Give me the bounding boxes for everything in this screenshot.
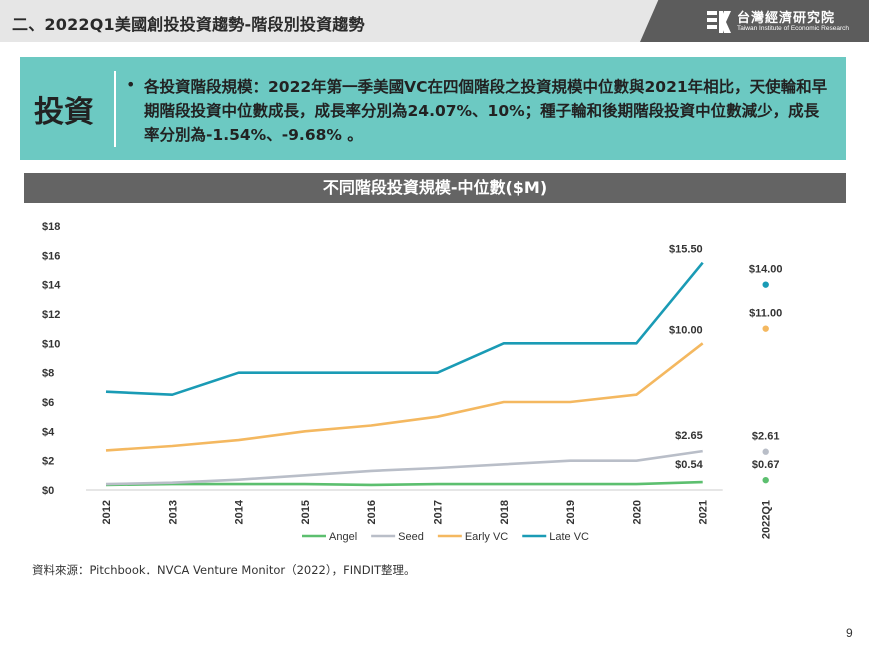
y-tick-label: $2: [42, 456, 54, 468]
data-label-2021: $10.00: [669, 324, 703, 336]
x-tick-label: 2019: [565, 500, 577, 524]
y-tick-label: $16: [42, 250, 60, 262]
x-tick-label-q1: 2022Q1: [761, 500, 773, 539]
data-label-q1: $14.00: [749, 264, 783, 276]
series-line-seed: [105, 449, 703, 486]
y-tick-label: $8: [42, 368, 54, 380]
bullet-icon: •: [126, 75, 136, 94]
callout-tag: 投資: [34, 95, 94, 130]
logo-name-en: Taiwan Institute of Economic Research: [737, 25, 849, 32]
x-tick-label: 2020: [631, 500, 643, 524]
series-line-angel: [105, 480, 703, 487]
chart-title: 不同階段投資規模-中位數($M): [322, 178, 548, 197]
data-label-q1: $0.67: [752, 459, 780, 471]
top-bar: 二、2022Q1美國創投投資趨勢-階段別投資趨勢 台灣經濟研究院 Taiwan …: [0, 0, 869, 42]
x-tick-label: 2017: [433, 500, 445, 524]
logo-band: [640, 0, 869, 42]
q1-point: [762, 448, 769, 455]
q1-point: [762, 325, 769, 332]
y-tick-label: $6: [42, 397, 54, 409]
y-tick-label: $14: [42, 280, 61, 292]
x-tick-label: 2012: [101, 500, 113, 524]
legend-label: Angel: [329, 531, 357, 543]
tier-logo: 台灣經濟研究院 Taiwan Institute of Economic Res…: [706, 7, 856, 37]
series-line-early-vc: [105, 342, 704, 452]
callout-divider: [114, 71, 116, 147]
summary-callout: 投資 • 各投資階段規模：2022年第一季美國VC在四個階段之投資規模中位數與2…: [20, 57, 846, 160]
logo-name-cn: 台灣經濟研究院: [737, 11, 836, 26]
y-tick-label: $4: [42, 426, 55, 438]
source-note: 資料來源：Pitchbook．NVCA Venture Monitor（2022…: [32, 563, 416, 577]
data-label-q1: $2.61: [752, 431, 780, 443]
legend-label: Seed: [398, 531, 424, 543]
x-tick-label: 2013: [167, 500, 179, 524]
data-label-2021: $15.50: [669, 244, 703, 256]
logo-mark-icon: [707, 11, 731, 33]
y-tick-label: $10: [42, 338, 60, 350]
legend-label: Early VC: [465, 531, 508, 543]
title-band: [0, 0, 700, 42]
q1-point: [762, 281, 769, 288]
q1-point: [762, 476, 769, 484]
y-tick-label: $12: [42, 309, 60, 321]
legend-label: Late VC: [549, 531, 589, 543]
x-tick-label: 2016: [366, 500, 378, 524]
data-label-2021: $2.65: [675, 430, 703, 442]
x-tick-label: 2014: [234, 499, 246, 524]
data-label-q1: $11.00: [749, 308, 782, 320]
data-label-2021: $0.54: [675, 459, 703, 471]
y-tick-label: $18: [42, 221, 60, 233]
page-number: 9: [846, 626, 853, 640]
callout-text: 各投資階段規模：2022年第一季美國VC在四個階段之投資規模中位數與2021年相…: [144, 78, 828, 144]
chart-header: 不同階段投資規模-中位數($M): [24, 173, 846, 203]
line-chart: $0 $2 $4 $6 $8 $10 $12 $14 $16 $18 2012 2013 2014 201…: [42, 221, 783, 543]
x-tick-label: 2018: [499, 500, 511, 524]
y-tick-label: $0: [42, 485, 54, 497]
page-title: 二、2022Q1美國創投投資趨勢-階段別投資趨勢: [12, 15, 365, 34]
x-tick-label: 2021: [698, 500, 710, 524]
x-tick-label: 2015: [300, 500, 312, 524]
series-line-late-vc: [105, 261, 704, 396]
